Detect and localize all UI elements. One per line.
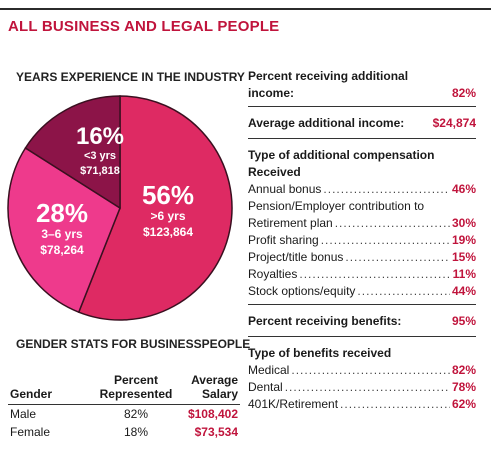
receiving-additional-label-line1: Percent receiving additional — [248, 69, 409, 83]
receiving-additional-label-line2: income: — [248, 86, 295, 100]
pie-slice — [77, 95, 233, 321]
header-gender: Gender — [10, 387, 53, 401]
list-item: Dental 78% — [248, 379, 476, 396]
item-label: Medical — [248, 363, 290, 377]
receiving-additional-row: income: 82% — [248, 85, 476, 102]
item-value: 78% — [451, 380, 476, 394]
slice-percent-label: 16% — [76, 123, 124, 150]
item-value: 82% — [451, 363, 476, 377]
leader-dots — [340, 396, 450, 413]
salary-cell: $108,402 — [187, 407, 238, 421]
average-income-value: $24,874 — [432, 116, 476, 130]
item-label: Dental — [248, 380, 283, 394]
percent-cell: 82% — [123, 407, 149, 421]
list-item: Medical 82% — [248, 362, 476, 379]
item-value: 44% — [451, 284, 476, 298]
compensation-title-line1: Type of additional compensation — [248, 148, 435, 162]
compensation-block: Type of additional compensation Received… — [248, 139, 476, 305]
header-percent: Percent Represented — [96, 373, 176, 401]
benefits-receiving-label: Percent receiving benefits: — [248, 314, 402, 328]
list-item: Retirement plan 30% — [248, 215, 476, 232]
item-label-above: Pension/Employer contribution to — [248, 199, 425, 213]
header-salary: Average Salary — [191, 373, 238, 401]
slice-category-label: >6 yrs — [150, 209, 185, 223]
item-label: Project/title bonus — [248, 250, 344, 264]
right-column: Percent receiving additional income: 82%… — [248, 62, 476, 413]
item-label: 401K/Retirement — [248, 397, 339, 411]
item-label: Stock options/equity — [248, 284, 356, 298]
slice-salary-label: $123,864 — [143, 225, 193, 239]
item-label: Royalties — [248, 267, 298, 281]
percent-cell: 18% — [123, 425, 149, 439]
receiving-additional-value: 82% — [451, 86, 476, 100]
item-label: Retirement plan — [248, 216, 333, 230]
leader-dots — [335, 215, 450, 232]
list-item: Royalties 11% — [248, 266, 476, 283]
leader-dots — [357, 283, 450, 300]
header-salary-line1: Average — [191, 373, 238, 387]
item-value: 15% — [451, 250, 476, 264]
item-label: Profit sharing — [248, 233, 319, 247]
gender-cell: Female — [10, 425, 51, 439]
leader-dots — [323, 181, 450, 198]
years-experience-pie-chart: 56%>6 yrs $123,864 28%3–6 yrs $78,264 16%<3 … — [7, 95, 233, 321]
additional-income-block: Percent receiving additional income: 82% — [248, 62, 476, 107]
pie-chart-title: YEARS EXPERIENCE IN THE INDUSTRY — [16, 70, 245, 84]
top-rule — [0, 8, 491, 10]
gender-table-header: Gender Percent Represented Average Salar… — [8, 368, 240, 405]
gender-stats-table: Gender Percent Represented Average Salar… — [8, 368, 240, 441]
leader-dots — [299, 266, 450, 283]
average-income-block: Average additional income: $24,874 — [248, 107, 476, 139]
benefits-receiving-block: Percent receiving benefits: 95% — [248, 305, 476, 337]
leader-dots — [291, 362, 450, 379]
pie-slice — [7, 146, 121, 314]
slice-percent-label: 56% — [142, 180, 194, 210]
slice-category-label: 3–6 yrs — [41, 227, 83, 241]
compensation-title-line2: Received — [248, 165, 301, 179]
slice-salary-label: $71,818 — [80, 165, 120, 177]
gender-stats-title: GENDER STATS FOR BUSINESSPEOPLE — [16, 337, 251, 351]
table-row: Male 82% $108,402 — [8, 405, 240, 423]
header-percent-line2: Represented — [99, 387, 173, 401]
average-income-label: Average additional income: — [248, 116, 405, 130]
main-title: ALL BUSINESS AND LEGAL PEOPLE — [8, 18, 280, 35]
average-income-row: Average additional income: $24,874 — [248, 115, 476, 132]
leader-dots — [345, 249, 450, 266]
list-item: Project/title bonus 15% — [248, 249, 476, 266]
item-value: 19% — [451, 233, 476, 247]
leader-dots — [321, 232, 450, 249]
benefits-title: Type of benefits received — [248, 346, 392, 360]
header-salary-line2: Salary — [201, 387, 238, 401]
list-item-label-above: Pension/Employer contribution to — [248, 198, 476, 215]
list-item: Annual bonus 46% — [248, 181, 476, 198]
header-percent-line1: Percent — [113, 373, 159, 387]
item-label: Annual bonus — [248, 182, 322, 196]
gender-cell: Male — [10, 407, 37, 421]
item-value: 62% — [451, 397, 476, 411]
pie-slice — [24, 95, 121, 210]
benefits-receiving-value: 95% — [451, 314, 476, 328]
table-row: Female 18% $73,534 — [8, 423, 240, 441]
item-value: 46% — [451, 182, 476, 196]
salary-cell: $73,534 — [194, 425, 238, 439]
list-item: Profit sharing 19% — [248, 232, 476, 249]
item-value: 30% — [451, 216, 476, 230]
item-value: 11% — [452, 267, 476, 281]
benefits-block: Type of benefits received Medical 82% De… — [248, 337, 476, 413]
benefits-receiving-row: Percent receiving benefits: 95% — [248, 313, 476, 330]
slice-salary-label: $78,264 — [40, 243, 84, 257]
slice-percent-label: 28% — [36, 198, 88, 228]
leader-dots — [285, 379, 450, 396]
list-item: 401K/Retirement 62% — [248, 396, 476, 413]
slice-category-label: <3 yrs — [84, 150, 116, 162]
list-item: Stock options/equity 44% — [248, 283, 476, 300]
